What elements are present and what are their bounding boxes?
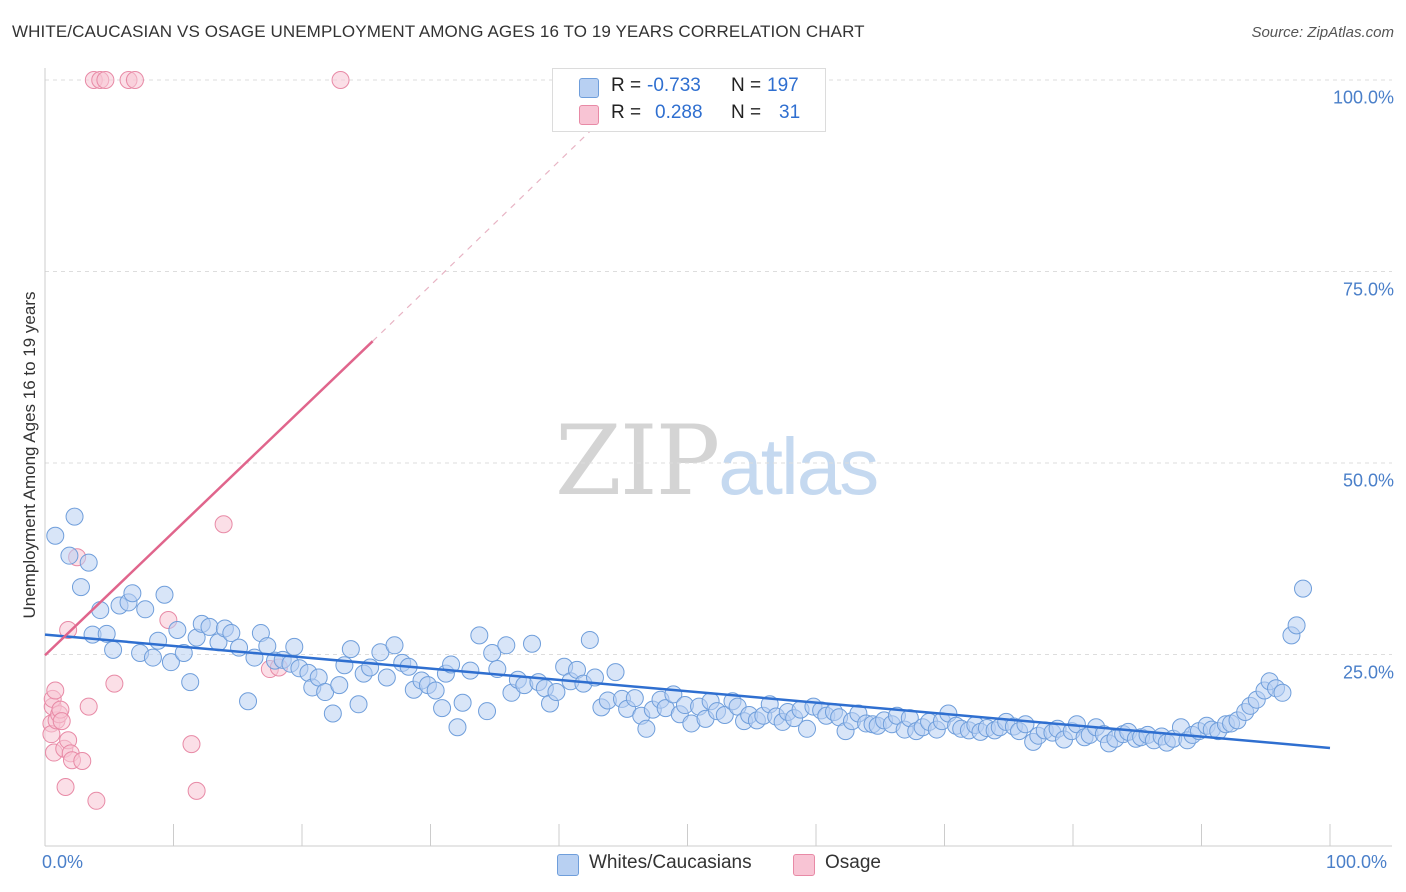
chart-title: WHITE/CAUCASIAN VS OSAGE UNEMPLOYMENT AM… (12, 22, 865, 41)
whites-point (1273, 683, 1292, 702)
whites-point (155, 585, 174, 604)
watermark-zip: ZIP (555, 405, 720, 517)
whites-point (385, 636, 404, 655)
osage-trend-extension (372, 98, 624, 342)
whites-point (377, 668, 396, 687)
whites-point (91, 601, 110, 620)
whites-point (123, 584, 142, 603)
whites-point (637, 719, 656, 738)
x-tick-label: 0.0% (42, 852, 84, 872)
whites-point (181, 673, 200, 692)
r-label: R = (611, 75, 642, 96)
whites-point (442, 655, 461, 674)
osage-point (331, 71, 350, 89)
whites-point (285, 637, 304, 656)
whites-point (60, 546, 79, 565)
whites-point (143, 648, 162, 667)
whites-point (341, 640, 360, 659)
osage-point (46, 681, 65, 700)
whites-point (174, 643, 193, 662)
whites-point (349, 695, 368, 714)
whites-point (104, 640, 123, 659)
gridlines (45, 79, 1392, 655)
whites-point (798, 719, 817, 738)
legend-osage-label: Osage (825, 852, 881, 873)
osage-point (52, 712, 71, 731)
whites-point (149, 631, 168, 650)
whites-points (46, 507, 1313, 753)
osage-point (182, 735, 201, 754)
whites-point (523, 634, 542, 653)
whites-point (222, 624, 241, 643)
osage-point (105, 674, 124, 693)
whites-point (239, 692, 258, 711)
osage-r-value: 0.288 (655, 102, 703, 123)
whites-point (625, 689, 644, 708)
y-tick-label: 100.0% (1332, 87, 1394, 108)
whites-point (323, 704, 342, 723)
whites-point (547, 683, 566, 702)
whites-point (46, 526, 65, 545)
stats-row-whites: R = -0.733 N = 197 (553, 75, 825, 101)
whites-point (161, 653, 180, 672)
trend-lines (44, 98, 1331, 750)
osage-points (42, 71, 350, 810)
whites-swatch (579, 78, 599, 98)
whites-point (470, 626, 489, 645)
stats-box: R = -0.733 N = 197 R = 0.288 N = 31 (552, 68, 826, 132)
whites-point (497, 636, 516, 655)
whites-point (580, 630, 599, 649)
osage-point (79, 697, 98, 716)
legend-osage-swatch (793, 854, 815, 876)
osage-n-value: 31 (779, 102, 801, 123)
whites-point (478, 702, 497, 721)
osage-point (125, 71, 144, 89)
whites-point (71, 578, 90, 597)
whites-point (433, 699, 452, 718)
legend-whites-label: Whites/Caucasians (589, 852, 752, 873)
whites-point (453, 693, 472, 712)
r-label: R = (611, 102, 642, 123)
whites-point (200, 617, 219, 636)
whites-point (330, 676, 349, 695)
whites-point (715, 706, 734, 725)
osage-point (187, 781, 206, 800)
source-credit: Source: ZipAtlas.com (1251, 24, 1394, 41)
whites-point (79, 553, 98, 572)
whites-point (1287, 616, 1306, 635)
whites-point (426, 681, 445, 700)
whites-trend-line (44, 633, 1331, 750)
osage-point (96, 71, 115, 89)
whites-point (448, 718, 467, 737)
osage-point (73, 751, 92, 770)
osage-point (214, 515, 233, 534)
whites-point (1294, 579, 1313, 598)
whites-point (65, 507, 84, 526)
whites-r-value: -0.733 (647, 75, 701, 96)
whites-n-value: 197 (767, 75, 799, 96)
x-tick-label: 100.0% (1326, 852, 1388, 872)
y-tick-label: 75.0% (1342, 279, 1394, 299)
whites-point (483, 643, 502, 662)
y-tick-label: 25.0% (1342, 662, 1394, 682)
whites-point (97, 624, 116, 643)
axes (44, 68, 1392, 847)
legend-whites-swatch (557, 854, 579, 876)
watermark: ZIPatlas (555, 405, 879, 517)
osage-point (87, 791, 106, 810)
stats-row-osage: R = 0.288 N = 31 (553, 102, 825, 128)
osage-point (56, 778, 75, 797)
osage-swatch (579, 105, 599, 125)
n-label: N = (731, 75, 762, 96)
whites-point (606, 663, 625, 682)
whites-point (136, 600, 155, 619)
whites-point (230, 638, 249, 657)
n-label: N = (731, 102, 762, 123)
osage-point (59, 620, 78, 639)
osage-trend-line (44, 340, 374, 657)
y-tick-label: 50.0% (1342, 470, 1394, 491)
watermark-atlas: atlas (718, 422, 879, 511)
whites-point (168, 620, 187, 639)
